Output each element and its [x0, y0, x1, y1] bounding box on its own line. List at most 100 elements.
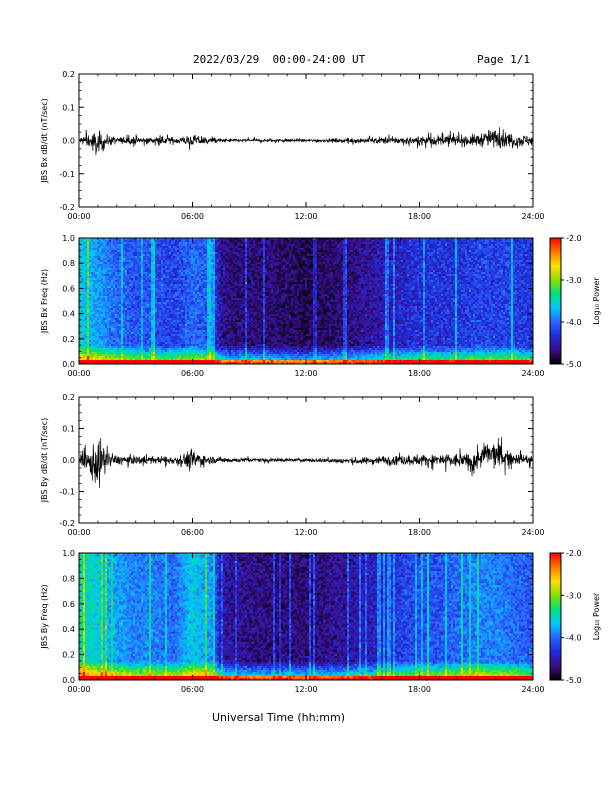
- spectrogram-cell: [269, 246, 271, 248]
- spectrogram-cell: [93, 260, 95, 262]
- spectrogram-cell: [265, 254, 267, 256]
- spectrogram-cell: [305, 250, 307, 252]
- spectrogram-cell: [105, 248, 107, 250]
- spectrogram-cell: [525, 272, 527, 274]
- spectrogram-cell: [163, 278, 165, 280]
- spectrogram-cell: [387, 242, 389, 244]
- spectrogram-cell: [117, 250, 119, 252]
- spectrogram-cell: [83, 240, 85, 242]
- spectrogram-cell: [101, 252, 103, 254]
- spectrogram-cell: [519, 266, 521, 268]
- spectrogram-cell: [315, 262, 317, 264]
- spectrogram-cell: [161, 240, 163, 242]
- spectrogram-cell: [501, 260, 503, 262]
- spectrogram-cell: [253, 260, 255, 262]
- spectrogram-cell: [245, 246, 247, 248]
- spectrogram-cell: [229, 272, 231, 274]
- spectrogram-cell: [507, 248, 509, 250]
- spectrogram-cell: [421, 272, 423, 274]
- spectrogram-cell: [487, 266, 489, 268]
- spectrogram-cell: [345, 268, 347, 270]
- spectrogram-cell: [285, 280, 287, 282]
- spectrogram-cell: [83, 246, 85, 248]
- spectrogram-cell: [219, 274, 221, 276]
- spectrogram-cell: [371, 262, 373, 264]
- spectrogram-cell: [171, 242, 173, 244]
- spectrogram-cell: [525, 248, 527, 250]
- spectrogram-cell: [507, 250, 509, 252]
- spectrogram-cell: [359, 270, 361, 272]
- spectrogram-cell: [381, 246, 383, 248]
- spectrogram-cell: [351, 252, 353, 254]
- spectrogram-cell: [89, 248, 91, 250]
- spectrogram-cell: [181, 260, 183, 262]
- spectrogram-cell: [353, 256, 355, 258]
- spectrogram-cell: [85, 270, 87, 272]
- spectrogram-cell: [213, 250, 215, 252]
- spectrogram-cell: [449, 258, 451, 260]
- spectrogram-cell: [475, 278, 477, 280]
- spectrogram-cell: [433, 240, 435, 242]
- spectrogram-cell: [527, 268, 529, 270]
- spectrogram-cell: [407, 242, 409, 244]
- spectrogram-cell: [395, 270, 397, 272]
- spectrogram-cell: [127, 272, 129, 274]
- spectrogram-cell: [371, 264, 373, 266]
- spectrogram-cell: [97, 246, 99, 248]
- spectrogram-cell: [143, 244, 145, 246]
- spectrogram-cell: [347, 254, 349, 256]
- spectrogram-cell: [201, 250, 203, 252]
- spectrogram-cell: [489, 278, 491, 280]
- spectrogram-cell: [339, 268, 341, 270]
- spectrogram-cell: [367, 246, 369, 248]
- spectrogram-cell: [105, 262, 107, 264]
- spectrogram-cell: [97, 260, 99, 262]
- spectrogram-cell: [389, 248, 391, 250]
- spectrogram-cell: [383, 274, 385, 276]
- spectrogram-cell: [113, 240, 115, 242]
- spectrogram-cell: [465, 266, 467, 268]
- spectrogram-cell: [415, 258, 417, 260]
- spectrogram-cell: [483, 242, 485, 244]
- spectrogram-cell: [527, 266, 529, 268]
- spectrogram-cell: [517, 250, 519, 252]
- spectrogram-cell: [313, 272, 315, 274]
- spectrogram-cell: [181, 268, 183, 270]
- spectrogram-cell: [343, 256, 345, 258]
- spectrogram-cell: [385, 242, 387, 244]
- spectrogram-cell: [485, 262, 487, 264]
- spectrogram-cell: [291, 256, 293, 258]
- spectrogram-cell: [285, 262, 287, 264]
- spectrogram-cell: [273, 274, 275, 276]
- spectrogram-cell: [107, 250, 109, 252]
- spectrogram-cell: [343, 272, 345, 274]
- spectrogram-cell: [505, 272, 507, 274]
- spectrogram-cell: [237, 248, 239, 250]
- spectrogram-cell: [187, 240, 189, 242]
- spectrogram-cell: [213, 270, 215, 272]
- spectrogram-cell: [321, 252, 323, 254]
- spectrogram-cell: [379, 248, 381, 250]
- spectrogram-cell: [503, 266, 505, 268]
- spectrogram-cell: [307, 274, 309, 276]
- spectrogram-cell: [103, 266, 105, 268]
- spectrogram-cell: [185, 274, 187, 276]
- spectrogram-cell: [139, 244, 141, 246]
- spectrogram-cell: [403, 264, 405, 266]
- spectrogram-cell: [227, 266, 229, 268]
- spectrogram-cell: [425, 244, 427, 246]
- spectrogram-cell: [369, 254, 371, 256]
- spectrogram-cell: [201, 278, 203, 280]
- spectrogram-cell: [321, 276, 323, 278]
- spectrogram-cell: [383, 254, 385, 256]
- spectrogram-cell: [217, 256, 219, 258]
- spectrogram-cell: [129, 272, 131, 274]
- spectrogram-cell: [475, 266, 477, 268]
- spectrogram-cell: [179, 250, 181, 252]
- spectrogram-cell: [169, 270, 171, 272]
- spectrogram-cell: [509, 244, 511, 246]
- spectrogram-cell: [487, 278, 489, 280]
- spectrogram-cell: [231, 262, 233, 264]
- spectrogram-cell: [379, 258, 381, 260]
